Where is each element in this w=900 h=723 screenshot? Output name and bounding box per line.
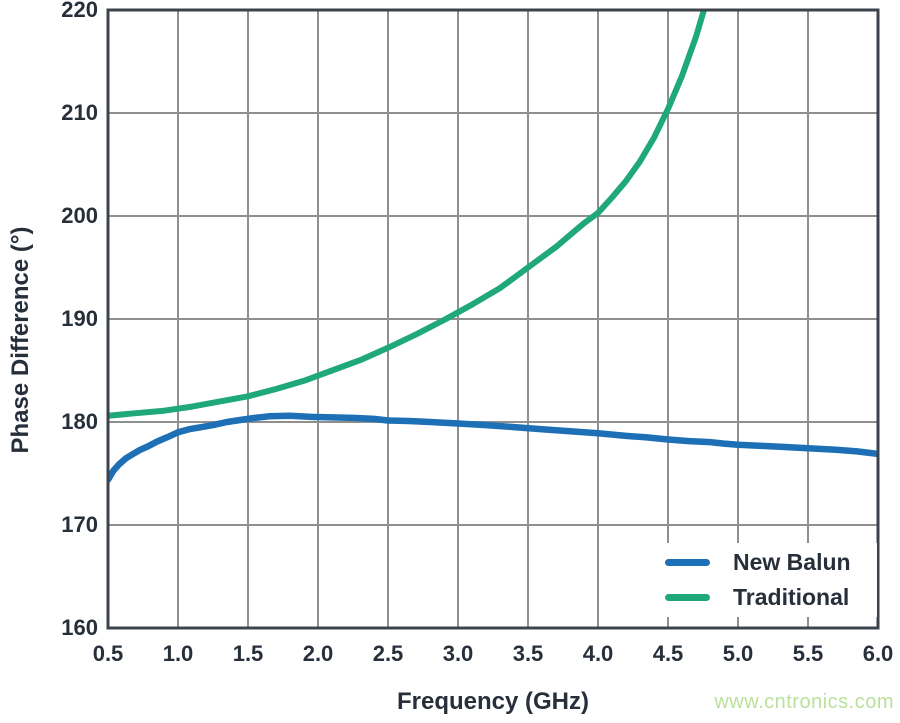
- x-tick-label: 2.0: [302, 641, 334, 666]
- x-tick-label: 5.5: [792, 641, 824, 666]
- x-tick-label: 5.0: [722, 641, 754, 666]
- x-tick-label: 6.0: [862, 641, 894, 666]
- x-tick-label: 1.5: [232, 641, 264, 666]
- y-axis-title: Phase Difference (°): [7, 226, 34, 454]
- x-tick-label: 0.5: [92, 641, 124, 666]
- gridlines: [107, 9, 879, 629]
- new-balun-line-swatch: [665, 559, 710, 566]
- y-tick-label: 200: [61, 203, 98, 228]
- legend-label-traditional: Traditional: [733, 584, 850, 610]
- watermark: www.cntronics.com: [714, 691, 894, 713]
- legend-item-new-balun: New Balun: [665, 549, 877, 577]
- legend: New Balun Traditional: [640, 543, 877, 617]
- x-tick-label: 1.0: [162, 641, 194, 666]
- y-tick-label: 160: [61, 615, 98, 640]
- legend-item-traditional: Traditional: [665, 584, 877, 612]
- x-tick-label: 3.0: [442, 641, 474, 666]
- y-tick-label: 220: [61, 0, 98, 22]
- traditional-line-swatch: [665, 594, 710, 601]
- y-tick-label: 180: [61, 409, 98, 434]
- series-line-new-balun: [108, 412, 878, 483]
- x-tick-label: 4.5: [652, 641, 684, 666]
- y-tick-label: 210: [61, 100, 98, 125]
- series-line-traditional: [108, 10, 708, 419]
- legend-label-new-balun: New Balun: [733, 549, 851, 575]
- x-tick-label: 4.0: [582, 641, 614, 666]
- x-axis-title: Frequency (GHz): [396, 688, 590, 715]
- plot-border: [106, 8, 880, 630]
- y-tick-label: 170: [61, 512, 98, 537]
- y-tick-label: 190: [61, 306, 98, 331]
- x-tick-label: 2.5: [372, 641, 404, 666]
- x-tick-label: 3.5: [512, 641, 544, 666]
